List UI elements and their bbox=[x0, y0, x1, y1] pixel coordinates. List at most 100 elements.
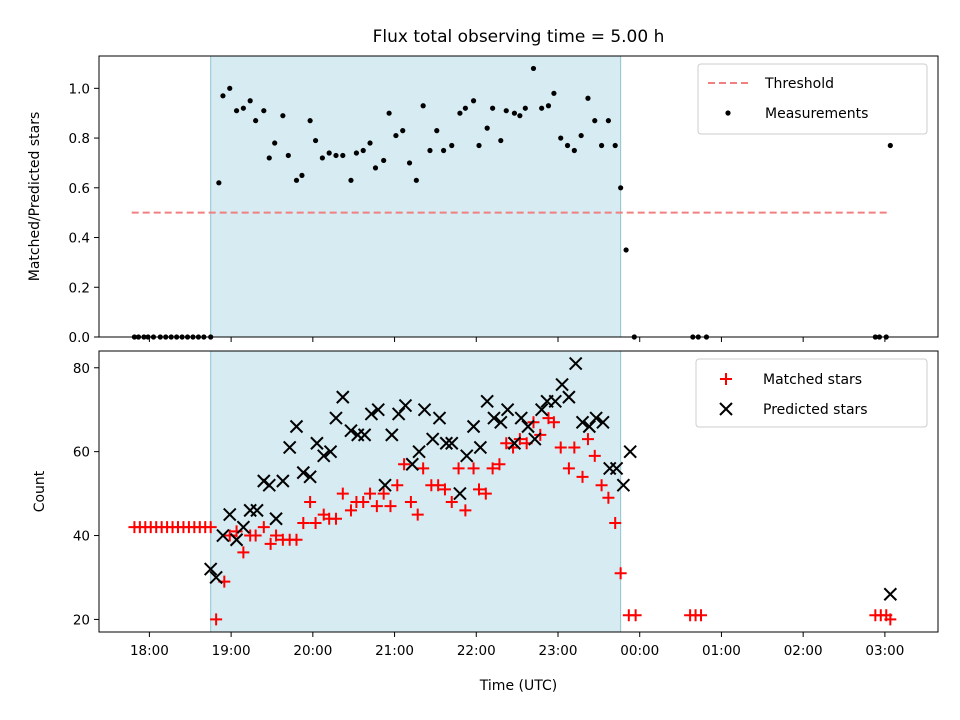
matched-star-point bbox=[329, 512, 342, 525]
measurement-point bbox=[605, 118, 611, 124]
matched-star-point bbox=[452, 462, 465, 475]
predicted-star-point bbox=[514, 411, 528, 425]
matched-star-point bbox=[384, 500, 397, 513]
matched-star-point bbox=[588, 449, 601, 462]
measurement-point bbox=[233, 108, 240, 114]
matched-star-point bbox=[264, 537, 277, 550]
measurement-point bbox=[348, 177, 354, 183]
measurement-point bbox=[578, 132, 584, 139]
predicted-star-point bbox=[487, 411, 501, 425]
bottom-data-marks bbox=[128, 356, 898, 626]
measurement-point bbox=[470, 98, 477, 104]
predicted-star-point bbox=[262, 478, 276, 492]
measurement-point bbox=[367, 140, 373, 146]
predicted-star-point bbox=[371, 403, 385, 417]
measurement-point bbox=[360, 147, 366, 154]
y-tick-label: 0.0 bbox=[69, 330, 90, 346]
predicted-star-point bbox=[548, 394, 562, 409]
matched-star-point bbox=[336, 487, 349, 500]
matched-star-point bbox=[204, 521, 217, 534]
matched-star-point bbox=[257, 521, 270, 534]
measurement-point bbox=[400, 128, 406, 134]
bottom-panel: 20 40 60 80 18:00 19:00 20:00 21:00 22:00 23:00 0… bbox=[32, 350, 939, 694]
bottom-legend-box bbox=[695, 358, 928, 428]
matched-star-point bbox=[290, 533, 303, 546]
matched-star-point bbox=[270, 529, 283, 542]
matched-star-point bbox=[602, 491, 615, 504]
legend-predicted-label: Predicted stars bbox=[763, 402, 868, 418]
measurement-point bbox=[393, 132, 399, 139]
predicted-star-point bbox=[357, 428, 372, 442]
predicted-star-point bbox=[303, 470, 317, 484]
measurement-point bbox=[247, 98, 253, 104]
measurement-point bbox=[618, 185, 624, 191]
measurement-point bbox=[623, 247, 629, 253]
predicted-star-point bbox=[507, 436, 522, 450]
predicted-star-point bbox=[323, 444, 338, 459]
measurement-point bbox=[261, 108, 267, 114]
legend-predicted-swatch bbox=[719, 402, 733, 416]
predicted-star-point bbox=[616, 478, 631, 492]
predicted-star-point bbox=[223, 507, 237, 522]
matched-star-point bbox=[467, 462, 480, 475]
legend-measurements-swatch bbox=[725, 110, 731, 116]
measurement-point bbox=[285, 152, 291, 159]
matched-star-point bbox=[500, 437, 513, 450]
matched-star-point bbox=[417, 462, 430, 475]
top-x-ticks bbox=[148, 337, 886, 342]
top-observing-window-shade bbox=[210, 55, 622, 338]
predicted-star-point bbox=[534, 403, 549, 417]
chart-title: Flux total observing time = 5.00 h bbox=[373, 27, 665, 47]
legend-measurements-label: Measurements bbox=[765, 106, 868, 122]
matched-star-point bbox=[486, 462, 499, 475]
measurement-point bbox=[413, 177, 419, 183]
bottom-legend: Matched stars Predicted stars bbox=[695, 358, 928, 428]
measurement-point bbox=[406, 160, 413, 166]
predicted-star-point bbox=[405, 457, 419, 471]
predicted-star-point bbox=[344, 423, 358, 438]
measurement-point bbox=[372, 165, 379, 171]
predicted-star-point bbox=[329, 411, 343, 425]
predicted-star-point bbox=[229, 533, 244, 547]
predicted-star-point bbox=[500, 403, 515, 417]
matched-star-point bbox=[884, 613, 897, 626]
measurement-point bbox=[517, 113, 523, 119]
x-tick-label: 00:00 bbox=[620, 643, 659, 659]
measurement-point bbox=[326, 150, 332, 156]
predicted-star-point bbox=[473, 440, 488, 455]
predicted-star-point bbox=[494, 415, 508, 430]
predicted-star-point bbox=[412, 444, 426, 459]
matched-star-point bbox=[614, 567, 627, 580]
matched-star-point bbox=[445, 495, 458, 508]
measurement-point bbox=[558, 135, 564, 141]
measurement-point bbox=[592, 118, 598, 124]
predicted-star-point bbox=[528, 432, 542, 446]
predicted-star-point bbox=[317, 449, 331, 463]
matched-star-point bbox=[432, 479, 445, 492]
y-tick-label: 40 bbox=[73, 529, 90, 545]
measurement-point bbox=[545, 103, 552, 109]
matched-star-point bbox=[357, 495, 370, 508]
bottom-x-ticks: 18:00 19:00 20:00 21:00 22:00 23:00 00:00 01:00… bbox=[130, 632, 904, 659]
bottom-observing-window-shade bbox=[210, 350, 622, 633]
predicted-star-point bbox=[575, 415, 590, 430]
measurement-point bbox=[272, 140, 278, 146]
matched-star-point bbox=[629, 609, 642, 622]
x-tick-label: 22:00 bbox=[457, 643, 496, 659]
measurement-point bbox=[457, 110, 463, 116]
bottom-y-axis-label: Count bbox=[32, 470, 48, 512]
matched-star-point bbox=[568, 441, 581, 454]
matched-star-point bbox=[210, 613, 223, 626]
predicted-star-point bbox=[596, 415, 610, 430]
predicted-star-point bbox=[364, 407, 379, 421]
matched-star-point bbox=[438, 483, 451, 496]
measurement-point bbox=[381, 157, 387, 164]
predicted-star-point bbox=[391, 407, 406, 421]
matched-star-point bbox=[370, 500, 383, 513]
matched-star-point bbox=[473, 483, 486, 496]
measurement-point bbox=[420, 103, 426, 109]
measurement-point bbox=[240, 105, 246, 111]
measurement-point bbox=[333, 152, 339, 159]
predicted-star-point bbox=[269, 512, 283, 526]
measurement-point bbox=[353, 150, 360, 156]
